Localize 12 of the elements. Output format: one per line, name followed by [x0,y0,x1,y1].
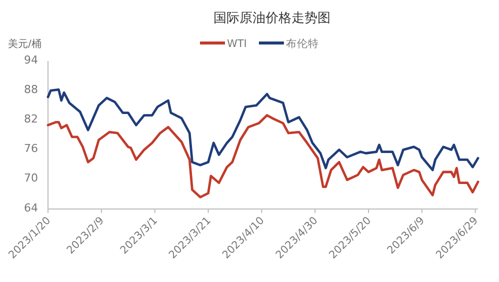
legend-label: WTI [227,38,247,50]
y-tick-label: 88 [24,82,38,96]
y-tick-label: 76 [24,142,38,156]
line-series [46,114,480,198]
y-tick-label: 82 [24,112,38,126]
y-tick-label: 94 [24,53,38,66]
y-axis-title: 美元/桶 [8,38,42,50]
chart-title: 国际原油价格走势图 [214,11,330,26]
y-tick-label: 70 [24,172,38,185]
line-series [46,88,480,172]
y-tick-label: 64 [24,201,38,214]
legend-label: 布伦特 [286,38,319,50]
